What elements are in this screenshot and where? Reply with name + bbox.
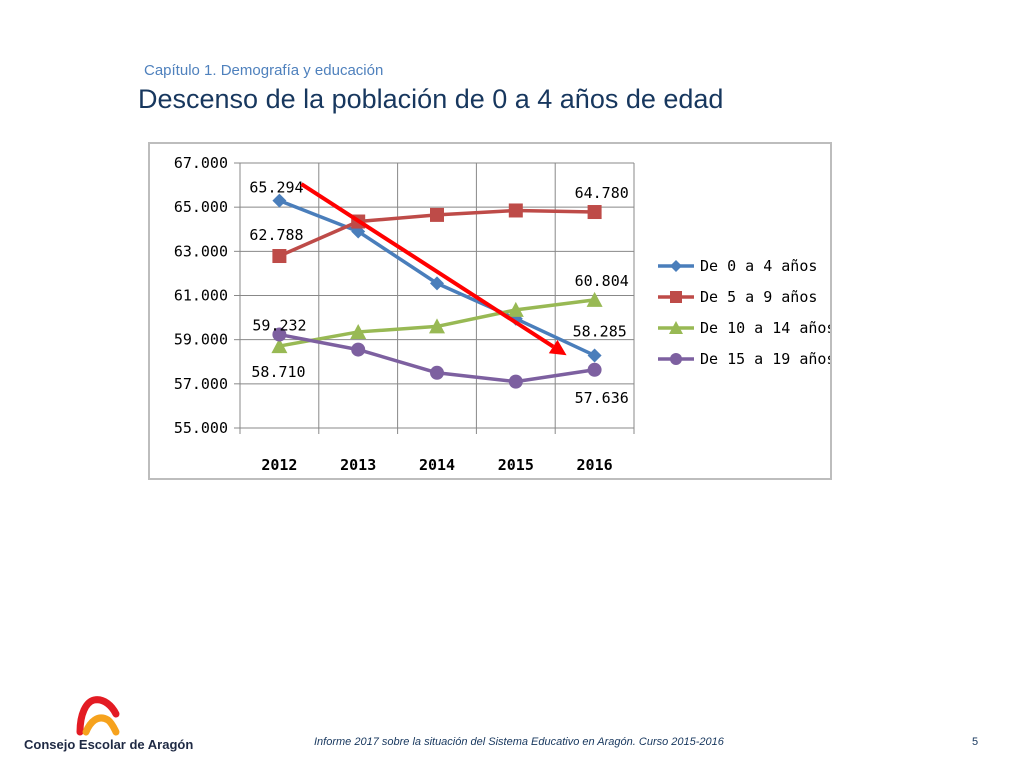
- chart-frame: 55.000 57.000 59.000 61.000 63.000 65.000 67.0…: [148, 142, 832, 480]
- line-chart: 55.000 57.000 59.000 61.000 63.000 65.000 67.0…: [174, 154, 830, 474]
- data-point-marker: [587, 205, 602, 220]
- data-label: 62.788: [249, 226, 303, 244]
- x-tick-label: 2013: [340, 456, 376, 474]
- footer-text: Informe 2017 sobre la situación del Sist…: [314, 736, 724, 748]
- data-point-marker: [587, 362, 602, 377]
- data-point-marker: [586, 291, 603, 307]
- data-point-marker: [272, 249, 287, 264]
- x-tick-label: 2012: [261, 456, 297, 474]
- page-number: 5: [972, 736, 979, 748]
- data-point-marker: [351, 342, 366, 357]
- legend-marker: [670, 260, 682, 272]
- data-point-marker: [271, 338, 288, 354]
- legend-marker: [669, 321, 683, 334]
- data-point-marker: [350, 323, 367, 339]
- data-point-marker: [507, 301, 524, 317]
- chapter-heading: Capítulo 1. Demografía y educación: [144, 62, 384, 79]
- data-point-marker: [272, 327, 287, 342]
- data-point-marker: [587, 348, 602, 363]
- y-tick-label: 59.000: [174, 331, 228, 349]
- data-point-marker: [430, 365, 444, 380]
- legend-label: De 15 a 19 años: [700, 350, 830, 368]
- data-point-marker: [272, 193, 287, 208]
- y-tick-label: 57.000: [174, 375, 228, 393]
- trend-arrow-head: [548, 339, 567, 356]
- data-point-marker: [508, 374, 523, 389]
- data-label: 58.285: [573, 322, 627, 340]
- data-point-marker: [430, 276, 444, 291]
- x-tick-label: 2016: [577, 456, 613, 474]
- y-tick-label: 61.000: [174, 287, 228, 305]
- data-label: 57.636: [575, 389, 629, 407]
- data-point-marker: [508, 203, 523, 218]
- data-label: 60.804: [575, 272, 629, 290]
- x-tick-label: 2015: [498, 456, 534, 474]
- y-tick-label: 55.000: [174, 419, 228, 437]
- y-tick-label: 67.000: [174, 154, 228, 172]
- logo-text: Consejo Escolar de Aragón: [24, 737, 194, 752]
- data-point-marker: [429, 318, 445, 334]
- data-label: 65.294: [249, 179, 303, 197]
- legend-label: De 10 a 14 años: [700, 319, 830, 337]
- data-label: 59.232: [252, 317, 306, 335]
- legend-label: De 0 a 4 años: [700, 257, 817, 275]
- trend-arrow-line: [300, 182, 555, 349]
- legend-marker: [670, 291, 682, 303]
- consejo-escolar-logo: [76, 696, 120, 736]
- y-tick-label: 65.000: [174, 198, 228, 216]
- slide-title: Descenso de la población de 0 a 4 años d…: [138, 84, 724, 114]
- y-tick-label: 63.000: [174, 242, 228, 260]
- data-label: 58.710: [251, 363, 305, 381]
- legend-label: De 5 a 9 años: [700, 288, 817, 306]
- data-point-marker: [430, 207, 444, 222]
- data-label: 64.780: [575, 184, 629, 202]
- legend-marker: [670, 353, 682, 365]
- x-tick-label: 2014: [419, 456, 455, 474]
